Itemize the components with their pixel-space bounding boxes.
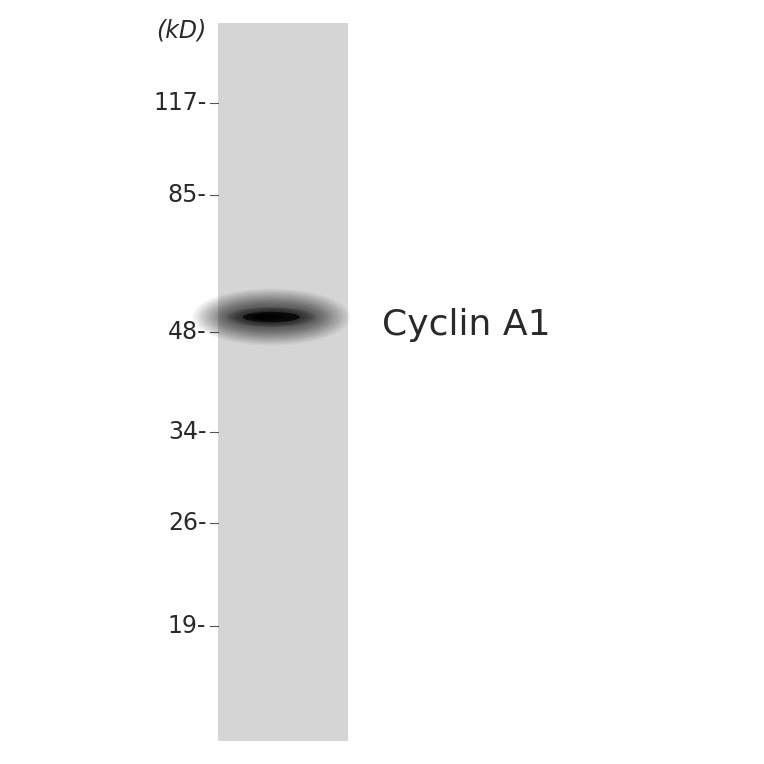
Ellipse shape	[254, 313, 289, 321]
Ellipse shape	[217, 300, 325, 334]
Text: 26-: 26-	[168, 511, 206, 536]
Text: 19-: 19-	[168, 614, 206, 639]
Ellipse shape	[222, 303, 320, 331]
Text: 34-: 34-	[168, 419, 206, 444]
Bar	[218, 23, 348, 741]
Ellipse shape	[236, 309, 306, 325]
Text: Cyclin A1: Cyclin A1	[382, 308, 551, 342]
Ellipse shape	[248, 312, 295, 322]
Ellipse shape	[224, 304, 319, 330]
Ellipse shape	[252, 314, 283, 320]
Ellipse shape	[243, 312, 299, 322]
Ellipse shape	[225, 305, 317, 329]
Ellipse shape	[233, 308, 309, 326]
Ellipse shape	[228, 306, 315, 327]
Text: 117-: 117-	[153, 91, 206, 115]
Ellipse shape	[239, 309, 303, 325]
Ellipse shape	[219, 301, 324, 333]
Ellipse shape	[244, 311, 298, 323]
Ellipse shape	[242, 310, 300, 324]
Text: 85-: 85-	[167, 183, 206, 207]
Ellipse shape	[220, 302, 322, 332]
Text: (kD): (kD)	[156, 18, 206, 43]
Text: 48-: 48-	[167, 320, 206, 345]
Ellipse shape	[251, 312, 292, 322]
Ellipse shape	[230, 307, 312, 327]
